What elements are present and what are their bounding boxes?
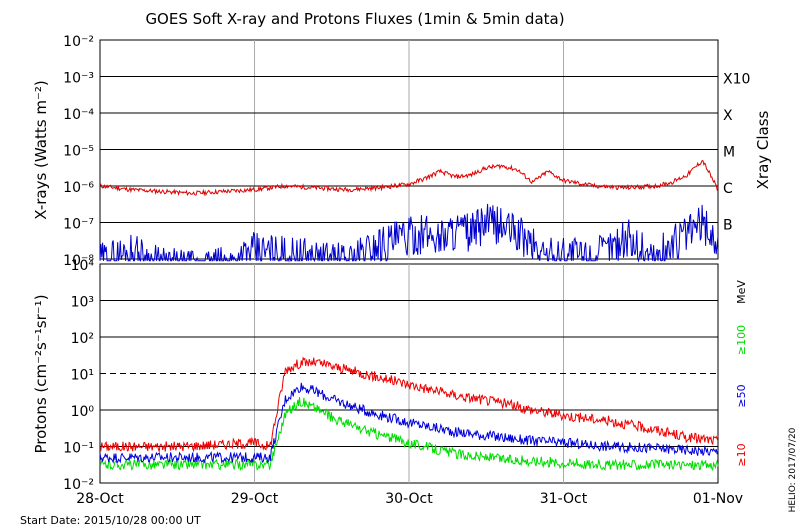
proton-panel: 10⁴ 10³ 10² 10¹ 10⁰ 10⁻¹ 10⁻² 28-Oct 29-Oct 30-O… [32,258,748,507]
proton-ytick-label: 10² [71,331,94,347]
xray-ytick-label: 10⁻⁵ [63,144,94,160]
xtick-label: 31-Oct [540,491,588,507]
xray-class-label: M [723,145,735,161]
xray-ytick-label: 10⁻⁶ [63,180,94,196]
proton-ytick-label: 10⁻² [63,477,94,493]
xray-ytick-label: 10⁻⁸ [63,253,94,269]
xray-class-label: X10 [723,72,750,88]
xray-short-series [99,203,719,263]
xray-ytick-label: 10⁻² [63,34,94,50]
proton-ge100-series [99,396,719,472]
xray-ytick-label: 10⁻⁷ [63,217,94,233]
proton-legend-label: ≥10 [735,443,748,466]
xray-panel: 10⁻² 10⁻³ 10⁻⁴ 10⁻⁵ 10⁻⁶ 10⁻⁷ 10⁻⁸ X10 X M C B X-r… [32,34,772,269]
proton-legend-label: ≥100 [735,325,748,355]
xray-ytick-label: 10⁻³ [63,71,94,87]
xray-class-label: B [723,218,733,234]
proton-ge10-series [99,356,719,454]
chart-title: GOES Soft X-ray and Protons Fluxes (1min… [145,10,564,28]
xray-axis-label: X-rays (Watts m⁻²) [32,80,50,219]
proton-axis-label: Protons (cm⁻²s⁻¹sr⁻¹) [32,294,50,453]
xray-ytick-label: 10⁻⁴ [63,107,94,123]
proton-ytick-label: 10⁰ [71,404,95,420]
proton-ytick-label: 10⁴ [71,258,95,274]
xtick-label: 01-Nov [693,491,743,507]
xray-class-label: C [723,181,733,197]
xtick-label: 28-Oct [76,491,124,507]
proton-ytick-label: 10⁻¹ [63,441,94,457]
proton-unit-label: MeV [735,280,748,304]
proton-ytick-label: 10³ [71,295,94,311]
xtick-label: 30-Oct [385,491,433,507]
credit-label: HELIO: 2017/07/20 [788,427,798,512]
proton-legend-label: ≥50 [735,384,748,407]
xray-class-label: X [723,108,733,124]
proton-ytick-label: 10¹ [71,368,94,384]
start-date-label: Start Date: 2015/10/28 00:00 UT [20,514,201,527]
xtick-label: 29-Oct [231,491,279,507]
xray-long-series [99,160,719,197]
proton-ge50-series [99,382,719,464]
xray-class-axis-label: Xray Class [754,110,772,189]
